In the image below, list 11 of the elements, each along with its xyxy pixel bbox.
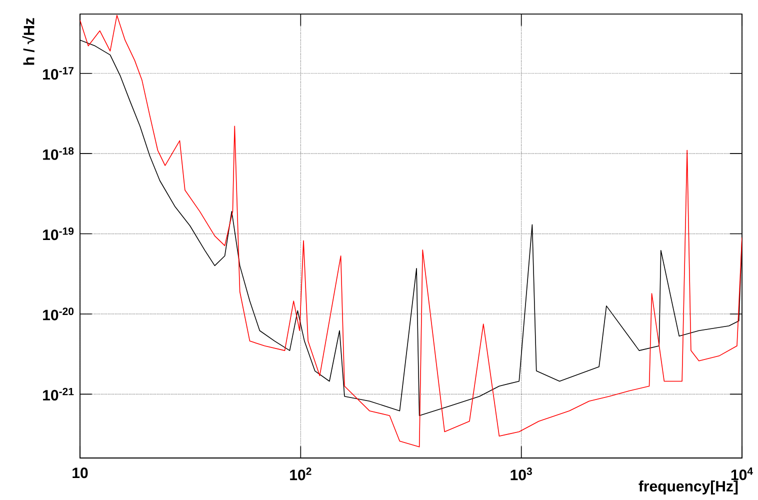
x-tick-label: 10$^{3}$ [510, 468, 532, 480]
y-tick-label: 10$^{-17}$ [43, 67, 74, 80]
y-tick-label: 10$^{-19}$ [43, 227, 74, 240]
y-axis-title: h / √Hz [22, 18, 34, 65]
x-tick-label: 10 [72, 468, 88, 478]
y-tick-label: 10$^{-18}$ [43, 147, 74, 160]
y-tick-label: 10$^{-20}$ [43, 308, 74, 320]
y-tick-label: 10$^{-21}$ [43, 388, 74, 401]
x-tick-label: 10$^{2}$ [290, 468, 312, 480]
x-tick-label: 10$^{4}$ [731, 468, 753, 480]
x-axis-title: frequency[Hz] [638, 480, 738, 495]
